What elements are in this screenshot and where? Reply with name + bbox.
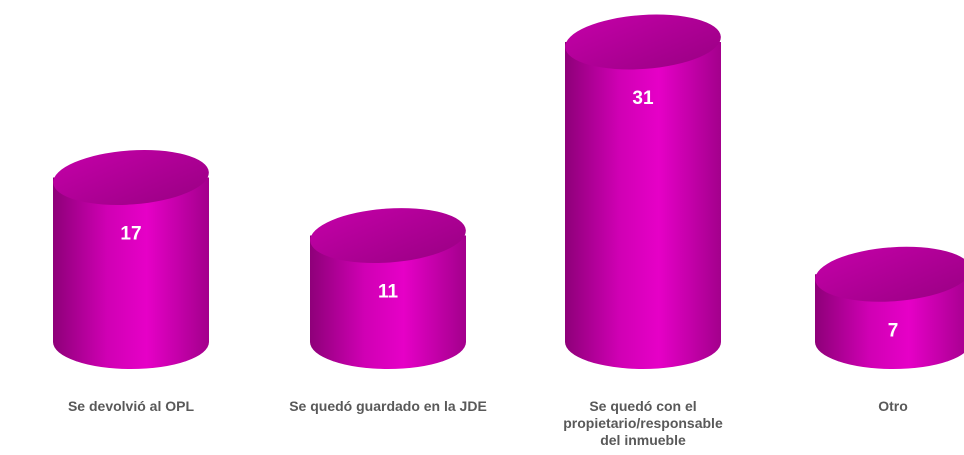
category-label: Otro — [878, 398, 908, 414]
cylinder-top — [815, 246, 964, 302]
category-label: Se quedó guardado en la JDE — [289, 398, 487, 414]
value-label: 31 — [632, 88, 654, 109]
cylinder-bar: 7 — [815, 246, 964, 369]
value-label: 11 — [378, 282, 399, 303]
cylinder-bar: 17 — [53, 150, 209, 369]
cylinder-top — [565, 14, 721, 70]
value-label: 17 — [120, 223, 141, 244]
cylinder-bar: 31 — [565, 14, 721, 369]
cylinder-body — [565, 42, 721, 369]
value-label: 7 — [888, 320, 899, 341]
cylinder-top — [310, 208, 466, 264]
cylinder-body — [53, 177, 209, 369]
cylinder-top — [53, 150, 209, 205]
category-label: Se quedó con el propietario/responsable … — [563, 398, 723, 448]
category-label: Se devolvió al OPL — [67, 398, 195, 414]
cylinder-body — [310, 235, 466, 369]
cylinder-bar: 11 — [310, 208, 466, 369]
